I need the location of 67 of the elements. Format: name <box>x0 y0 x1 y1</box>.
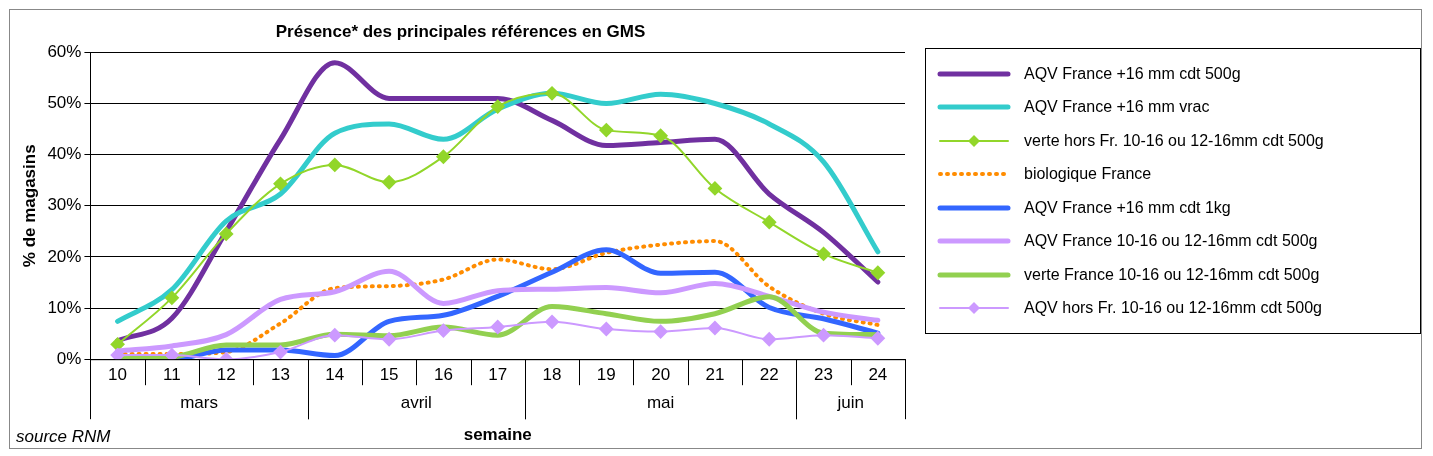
point <box>382 332 397 347</box>
x-tick-label: 21 <box>705 365 725 385</box>
x-tick-label: 11 <box>163 365 181 385</box>
x-tick-label: 22 <box>759 365 779 385</box>
y-tick-label: 0% <box>56 348 82 368</box>
x-tick-label: 10 <box>108 365 128 385</box>
source-note: source RNM <box>16 427 112 446</box>
x-tick-label: 14 <box>325 365 345 385</box>
point <box>164 290 179 305</box>
point <box>110 337 125 352</box>
point <box>762 332 777 347</box>
legend-label: verte hors Fr. 10-16 ou 12-16mm cdt 500g <box>1024 131 1324 150</box>
legend-label: AQV France +16 mm vrac <box>1024 98 1210 117</box>
point <box>490 99 505 114</box>
point <box>707 181 722 196</box>
legend-label: AQV hors Fr. 10-16 ou 12-16mm cdt 500g <box>1024 299 1322 318</box>
x-tick-label: 23 <box>814 365 833 385</box>
y-tick-label: 20% <box>47 246 82 266</box>
y-tick-label: 30% <box>47 195 82 215</box>
y-tick-label: 40% <box>47 144 82 164</box>
point <box>762 215 777 230</box>
point <box>327 157 342 172</box>
point <box>273 176 288 191</box>
point <box>436 149 451 164</box>
point <box>870 265 885 280</box>
x-tick-label: 18 <box>542 365 562 385</box>
point <box>436 323 451 338</box>
x-tick-label: 12 <box>216 365 236 385</box>
point <box>816 328 831 343</box>
legend-label: AQV France 10-16 ou 12-16mm cdt 500g <box>1024 232 1318 251</box>
x-tick-label: 20 <box>651 365 671 385</box>
point <box>164 348 179 360</box>
point <box>219 226 234 241</box>
x-tick-label: 13 <box>271 365 290 385</box>
point <box>327 328 342 343</box>
y-axis-title: % de magasins <box>19 144 39 268</box>
point <box>599 123 614 138</box>
point <box>653 324 668 339</box>
point <box>382 175 397 190</box>
legend-label: verte France 10-16 ou 12-16mm cdt 500g <box>1024 265 1320 284</box>
y-tick-label: 60% <box>47 42 82 62</box>
text: mai <box>646 392 675 412</box>
point <box>273 345 288 360</box>
point <box>545 314 560 329</box>
point <box>816 246 831 261</box>
x-tick-label: 19 <box>596 365 616 385</box>
point <box>490 319 505 334</box>
point <box>870 331 885 346</box>
x-tick-label: 17 <box>488 365 508 385</box>
point <box>110 348 125 360</box>
text: mars <box>180 392 218 412</box>
y-tick-label: 10% <box>47 297 82 317</box>
point <box>599 322 614 337</box>
chart-title: Présence* des principales références en GMS <box>275 21 646 41</box>
point <box>707 321 722 336</box>
legend-label: AQV France +16 mm cdt 500g <box>1024 64 1241 83</box>
x-tick-label: 15 <box>379 365 399 385</box>
x-tick-label: 16 <box>433 365 453 385</box>
legend-label: AQV France +16 mm cdt 1kg <box>1024 198 1231 217</box>
y-tick-label: 50% <box>47 93 82 113</box>
point <box>653 128 668 143</box>
text: avril <box>400 392 432 412</box>
x-tick-label: 24 <box>868 365 888 385</box>
text: juin <box>836 392 864 412</box>
x-axis-title: semaine <box>463 425 532 445</box>
point <box>545 86 560 101</box>
legend-label: biologique France <box>1024 165 1152 184</box>
